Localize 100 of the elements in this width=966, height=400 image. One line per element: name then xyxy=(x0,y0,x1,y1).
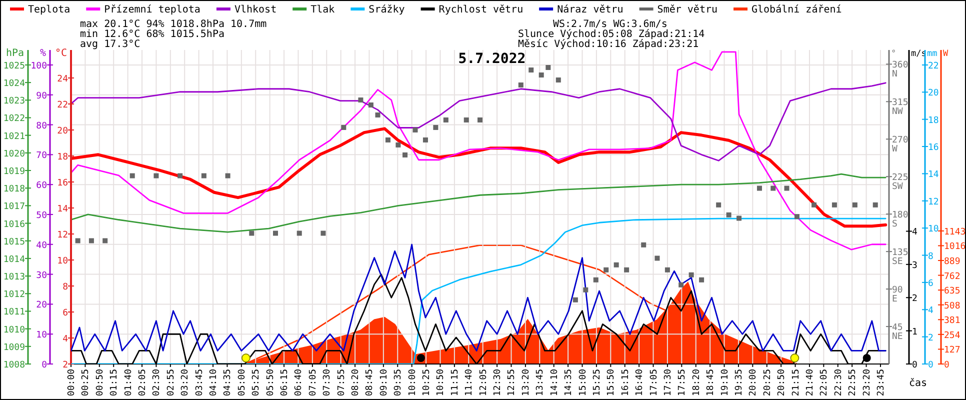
x-tick-label: 22:30 xyxy=(834,369,844,396)
legend-label: Srážky xyxy=(368,4,405,16)
y3-tick-label: 12 xyxy=(928,197,939,208)
x-tick-label: 12:55 xyxy=(507,369,518,396)
y-tick-label: 10 xyxy=(36,330,47,341)
x-tick-label: 11:15 xyxy=(450,369,460,396)
x-tick-label: 09:10 xyxy=(379,369,390,396)
x-tick-label: 21:15 xyxy=(791,369,802,396)
y3-tick-label: 1023 xyxy=(3,96,25,107)
y-tick-label: 635 xyxy=(944,286,960,297)
legend-label: Globální záření xyxy=(752,4,842,16)
x-tick-label: 10:00 xyxy=(408,369,418,396)
x-axis-title: čas xyxy=(909,378,928,389)
y2-tick-label: 3 xyxy=(912,260,918,271)
y3-tick-label: 1015 xyxy=(3,237,25,248)
x-tick-label: 10:25 xyxy=(422,369,432,396)
x-tick-label: 21:40 xyxy=(805,369,816,396)
y-tick-label: 40 xyxy=(36,240,47,251)
x-tick-label: 08:20 xyxy=(351,369,362,396)
line-series xyxy=(71,82,886,162)
y3-tick-label: 18 xyxy=(928,116,939,126)
y3-tick-label: 1014 xyxy=(3,254,25,265)
x-tick-label: 23:20 xyxy=(862,369,872,396)
x-tick-label: 23:45 xyxy=(876,369,886,396)
y-tick-label: 0 xyxy=(944,360,950,370)
x-tick-label: 15:50 xyxy=(606,369,617,396)
y3-tick-label: 1012 xyxy=(3,290,25,300)
x-tick-label: 02:05 xyxy=(138,369,148,396)
y-tick-label: 60 xyxy=(36,181,47,192)
y-tick-label: 135 SE xyxy=(892,248,908,268)
y3-tick-label: 16 xyxy=(928,143,939,154)
annotation: avg 17.3°C xyxy=(80,39,140,50)
y-tick-label: 315 NW xyxy=(892,98,908,118)
y2-tick-label: 2 xyxy=(62,360,68,370)
line-series xyxy=(71,244,886,352)
x-tick-label: 13:20 xyxy=(521,369,532,396)
x-tick-label: 20:50 xyxy=(777,369,788,396)
y2-tick-label: 24 xyxy=(57,74,68,84)
x-tick-label: 06:15 xyxy=(280,369,290,396)
y3-tick-label: 1016 xyxy=(3,220,25,230)
legend-label: Náraz větru xyxy=(557,4,624,16)
x-tick-label: 17:55 xyxy=(678,369,688,396)
legend-label: Teplota xyxy=(28,4,70,16)
y-tick-label: 127 xyxy=(944,346,960,356)
legend-label: Směr větru xyxy=(657,4,718,16)
x-tick-label: 03:20 xyxy=(180,369,191,396)
y3-tick-label: 1010 xyxy=(3,325,25,336)
y2-axis-title: °C xyxy=(54,48,67,59)
x-tick-label: 03:45 xyxy=(194,369,205,396)
x-tick-label: 20:00 xyxy=(748,369,759,396)
y2-tick-label: 16 xyxy=(57,178,68,188)
y-axis-title: % xyxy=(40,48,46,59)
y3-tick-label: 20 xyxy=(928,88,939,99)
y3-tick-label: 22 xyxy=(928,61,939,72)
y3-tick-label: 1013 xyxy=(3,272,25,283)
y-axis-title: ° xyxy=(891,49,896,59)
y3-tick-label: 1008 xyxy=(3,360,25,370)
y2-tick-label: 4 xyxy=(62,334,68,344)
legend-label: Přízemní teplota xyxy=(104,4,200,16)
x-tick-label: 04:10 xyxy=(209,369,220,396)
y2-tick-label: 22 xyxy=(57,100,68,110)
x-tick-label: 18:20 xyxy=(692,369,702,396)
x-tick-label: 07:30 xyxy=(322,369,333,396)
y-tick-label: 0 xyxy=(42,360,47,370)
annotation: Měsíc Východ:10:16 Západ:23:21 xyxy=(518,39,699,50)
x-tick-label: 02:30 xyxy=(152,369,162,396)
y-tick-label: 762 xyxy=(944,272,960,282)
x-tick-label: 17:30 xyxy=(663,369,674,396)
y-tick-label: 270 W xyxy=(892,136,908,155)
legend-label: Rychlost větru xyxy=(438,4,524,16)
x-tick-label: 05:50 xyxy=(266,369,276,396)
y-tick-label: 360 N xyxy=(892,60,908,80)
x-tick-label: 05:00 xyxy=(237,369,248,396)
x-tick-label: 13:45 xyxy=(536,369,546,396)
x-tick-label: 22:55 xyxy=(848,369,858,396)
x-tick-label: 09:35 xyxy=(394,369,404,396)
y3-tick-label: 4 xyxy=(928,306,934,316)
x-tick-label: 18:45 xyxy=(706,369,716,396)
x-tick-label: 05:25 xyxy=(252,369,262,396)
legend-label: Vlhkost xyxy=(234,4,277,16)
legend-label: Tlak xyxy=(310,4,335,16)
x-tick-label: 16:40 xyxy=(635,369,646,396)
y2-tick-label: 0 xyxy=(912,360,918,370)
x-tick-label: 17:05 xyxy=(649,369,660,396)
x-tick-label: 15:25 xyxy=(592,369,602,396)
y-tick-label: 80 xyxy=(36,121,47,132)
y-tick-label: 1016 xyxy=(944,242,966,252)
y3-tick-label: 2 xyxy=(928,333,934,344)
line-series xyxy=(71,218,886,364)
y-tick-label: 1143 xyxy=(944,227,966,238)
y2-tick-label: 2 xyxy=(912,294,918,304)
x-tick-label: 07:55 xyxy=(336,369,347,396)
y3-tick-label: 1020 xyxy=(3,149,25,160)
y2-tick-label: 10 xyxy=(57,256,68,266)
y3-tick-label: 1019 xyxy=(3,167,25,177)
y-tick-label: 90 E xyxy=(892,286,903,305)
y2-tick-label: 8 xyxy=(62,282,68,292)
y2-tick-label: 1 xyxy=(912,327,918,338)
y3-tick-label: 0 xyxy=(928,360,934,370)
y3-tick-label: 1018 xyxy=(3,184,25,195)
